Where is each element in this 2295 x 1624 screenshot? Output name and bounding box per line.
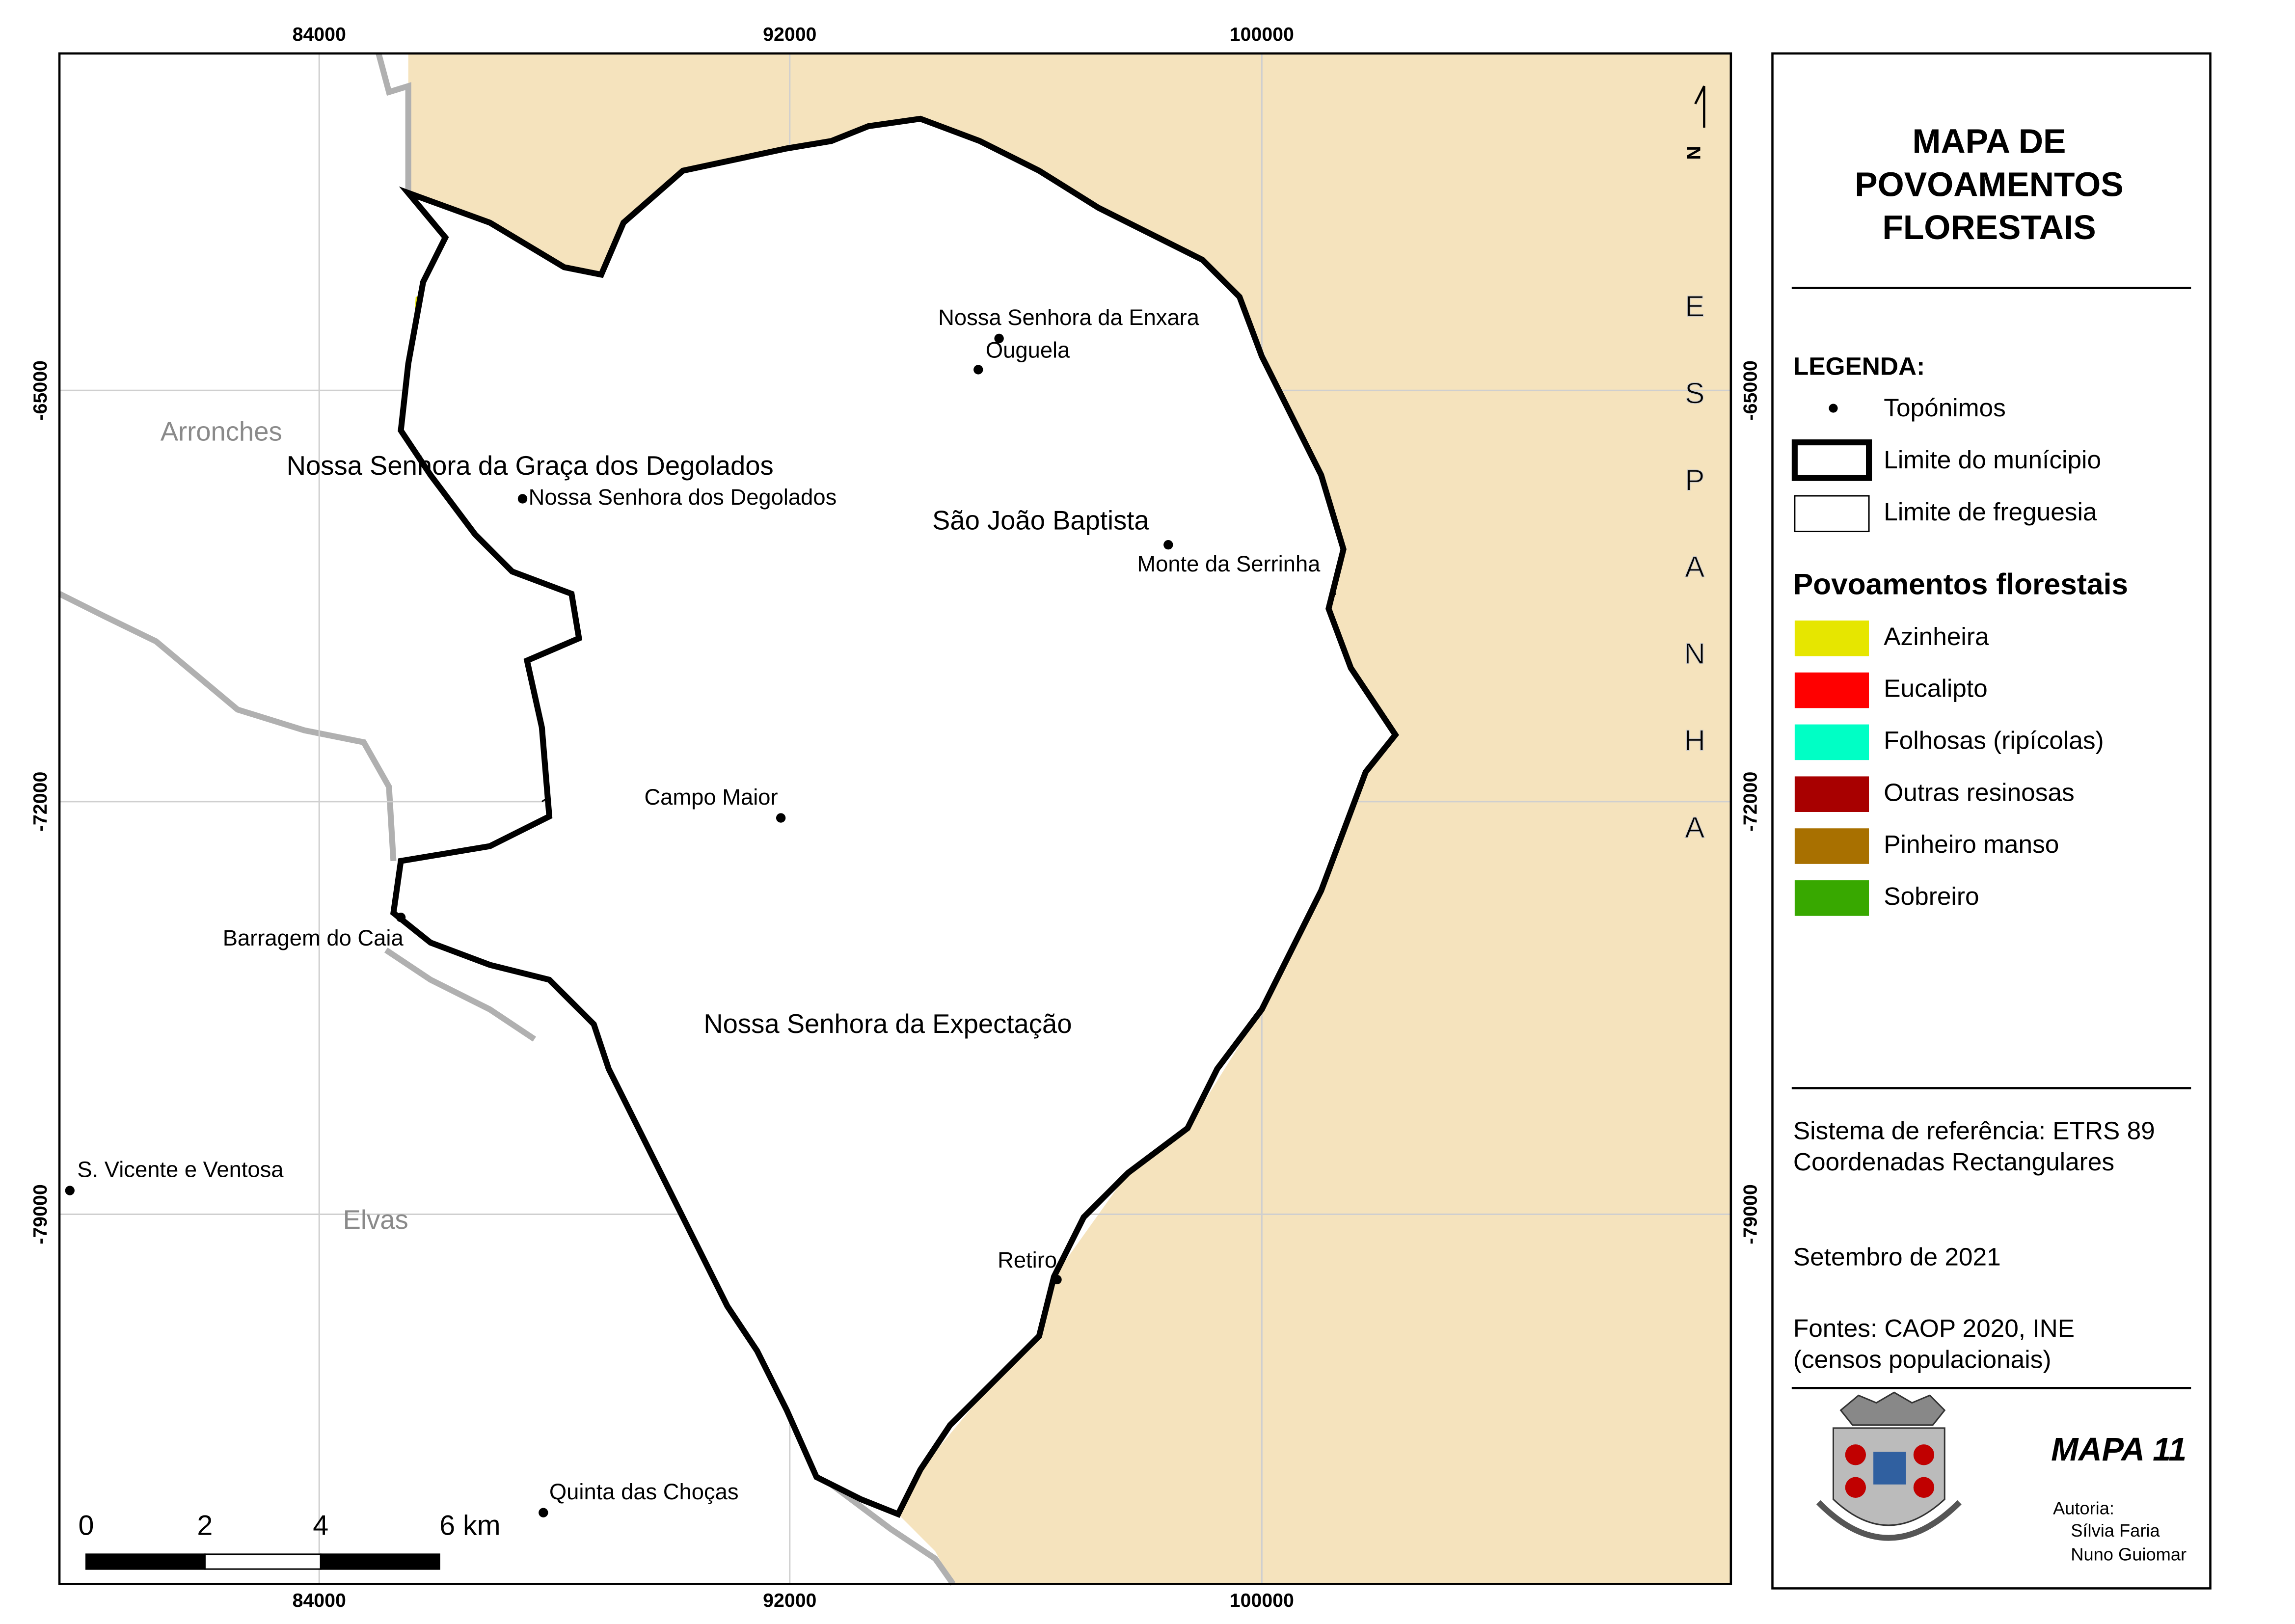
y-tick-label: -72000 <box>1740 772 1761 832</box>
coat-of-arms <box>1816 1391 1962 1541</box>
neighbour-boundary <box>58 53 956 1586</box>
place-label: Nossa Senhora da Expectação <box>703 1009 1072 1039</box>
legend-label: Pinheiro manso <box>1884 830 2059 858</box>
legend-label: Limite do munícipio <box>1884 445 2101 474</box>
author: Nuno Guiomar <box>2071 1544 2187 1564</box>
place-label: Barragem do Caia <box>223 925 404 950</box>
author: Sílvia Faria <box>2071 1520 2160 1541</box>
x-tick-label: 92000 <box>763 24 816 45</box>
place-label: Monte da Serrinha <box>1137 551 1321 576</box>
place-label: Retiro <box>998 1247 1057 1272</box>
legend-label: Topónimos <box>1884 393 2006 422</box>
x-tick-label: 100000 <box>1230 1590 1294 1611</box>
y-tick-label: -79000 <box>1740 1184 1761 1244</box>
place-dot <box>1163 540 1173 550</box>
place-label: Nossa Senhora da Enxara <box>938 305 1200 330</box>
scale-bar <box>85 1553 440 1570</box>
y-tick-label: -72000 <box>29 772 51 832</box>
place-dot <box>65 1186 75 1195</box>
place-dot <box>776 813 786 823</box>
place-label: Ouguela <box>986 338 1070 363</box>
legend-label: Azinheira <box>1884 622 1989 650</box>
legend-title: LEGENDA: <box>1793 352 1925 380</box>
legend-freguesia-symbol <box>1794 495 1870 533</box>
y-tick-label: -65000 <box>29 360 51 420</box>
reference-line: Sistema de referência: ETRS 89 <box>1793 1116 2155 1145</box>
y-tick-label: -79000 <box>29 1184 51 1244</box>
north-label: N <box>1683 146 1705 160</box>
place-dot <box>1052 1274 1062 1285</box>
legend-label: Folhosas (ripícolas) <box>1884 726 2104 754</box>
place-dot <box>539 1508 548 1517</box>
spain-area <box>408 53 1731 1584</box>
scale-label: 0 <box>79 1510 94 1542</box>
map-frame <box>58 52 1732 1585</box>
date: Setembro de 2021 <box>1793 1243 2001 1271</box>
legend-label: Limite de freguesia <box>1884 497 2097 526</box>
place-label: Quinta das Choças <box>549 1479 739 1504</box>
place-dot <box>973 365 983 375</box>
place-label: S. Vicente e Ventosa <box>77 1157 284 1182</box>
x-tick-label: 84000 <box>293 24 346 45</box>
forest-title: Povoamentos florestais <box>1793 567 2128 600</box>
country-label: ESPANHA <box>1678 290 1711 897</box>
legend-swatch <box>1794 880 1869 916</box>
y-tick-label: -65000 <box>1740 360 1761 420</box>
legend-label: Outras resinosas <box>1884 778 2074 806</box>
scale-label: 6 km <box>439 1510 500 1542</box>
legend-swatch <box>1794 620 1869 656</box>
north-arrow: N <box>1683 85 1705 160</box>
panel-title: MAPA DE <box>1913 122 2066 161</box>
sources-line: Fontes: CAOP 2020, INE <box>1793 1314 2075 1342</box>
place-label: Elvas <box>343 1205 408 1235</box>
panel-title: FLORESTAIS <box>1882 208 2096 246</box>
panel: LEGENDA: Povoamentos florestais Sistema … <box>1771 52 2212 1590</box>
legend-swatch <box>1794 724 1869 760</box>
place-dot <box>994 333 1004 344</box>
place-label: Arronches <box>161 416 282 446</box>
map-number: MAPA 11 <box>2051 1432 2187 1468</box>
place-label: São João Baptista <box>932 506 1149 536</box>
place-dot <box>396 913 406 922</box>
legend-label: Eucalipto <box>1884 674 1987 703</box>
legend-dot-symbol <box>1829 404 1838 413</box>
legend-swatch <box>1794 828 1869 864</box>
place-dot <box>517 494 528 504</box>
place-label: Campo Maior <box>644 785 778 810</box>
legend-label: Sobreiro <box>1884 882 1979 910</box>
legend-swatch <box>1794 672 1869 708</box>
place-label: Nossa Senhora da Graça dos Degolados <box>287 451 774 481</box>
x-tick-label: 92000 <box>763 1590 816 1611</box>
panel-title: POVOAMENTOS <box>1855 165 2123 203</box>
author-title: Autoria: <box>2053 1498 2114 1518</box>
scale-label: 2 <box>197 1510 213 1542</box>
x-tick-label: 100000 <box>1230 24 1294 45</box>
reference-line: Coordenadas Rectangulares <box>1793 1147 2114 1176</box>
place-label: Nossa Senhora dos Degolados <box>529 485 837 510</box>
legend-swatch <box>1794 776 1869 812</box>
sources-line: (censos populacionais) <box>1793 1345 2052 1373</box>
legend-municipality-symbol <box>1791 439 1872 481</box>
x-tick-label: 84000 <box>293 1590 346 1611</box>
scale-label: 4 <box>313 1510 328 1542</box>
